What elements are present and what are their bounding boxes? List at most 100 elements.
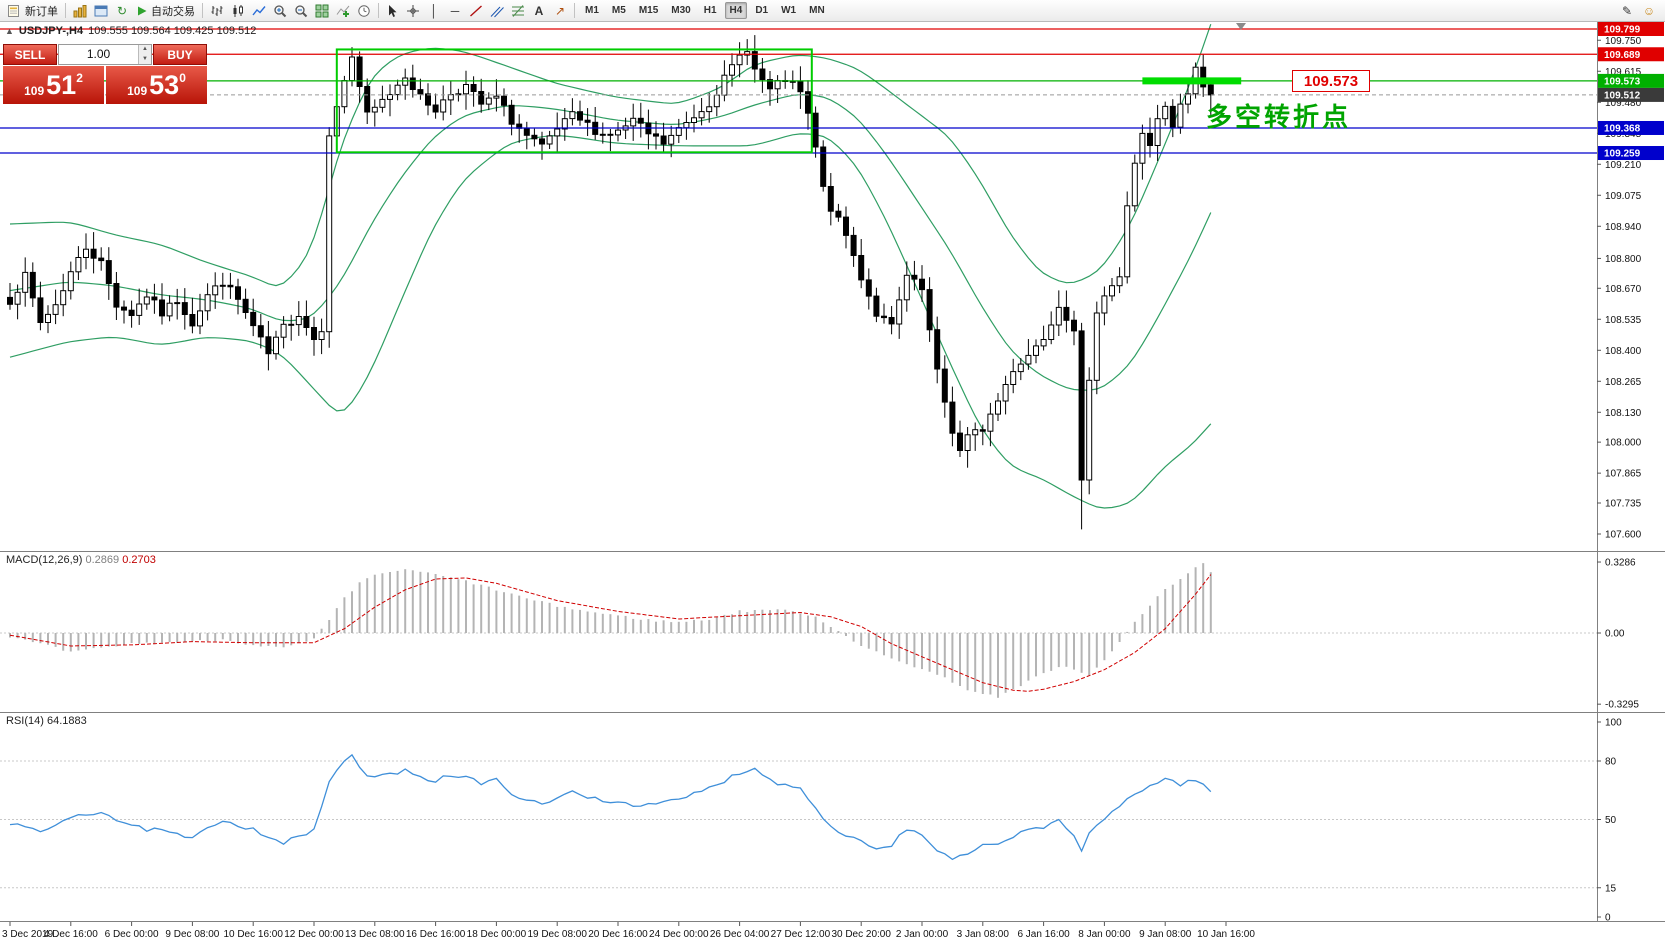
price-label-text: 109.573 <box>1604 76 1641 87</box>
price-axis-tick: 107.600 <box>1605 530 1642 541</box>
rsi-axis-tick: 15 <box>1605 883 1617 894</box>
volume-down-icon[interactable]: ▼ <box>139 54 151 64</box>
price-axis-tick: 109.615 <box>1605 67 1642 78</box>
price-axis-tick: 108.535 <box>1605 315 1642 326</box>
bollinger-upper <box>9 24 1212 287</box>
time-axis-label: 9 Jan 08:00 <box>1139 929 1192 940</box>
time-axis-label: 4 Dec 16:00 <box>44 929 98 940</box>
vertical-line-icon[interactable]: │ <box>424 1 444 20</box>
price-axis-tick: 109.480 <box>1605 98 1642 109</box>
time-axis-label: 18 Dec 00:00 <box>467 929 527 940</box>
bar-chart-icon[interactable] <box>207 1 227 20</box>
time-axis-label: 3 Dec 2019 <box>2 929 54 940</box>
edit-icon[interactable]: ✎ <box>1617 1 1637 20</box>
price-callout-label[interactable]: 109.573 <box>1292 70 1370 92</box>
timeframe-m5-button[interactable]: M5 <box>607 2 631 19</box>
time-axis-label: 24 Dec 00:00 <box>649 929 709 940</box>
time-axis-label: 27 Dec 12:00 <box>771 929 831 940</box>
text-tool-icon[interactable]: A <box>529 1 549 20</box>
profiles-icon[interactable] <box>91 1 111 20</box>
timeframe-h1-button[interactable]: H1 <box>699 2 722 19</box>
macd-signal-value: 0.2703 <box>122 554 156 566</box>
macd-signal-line <box>9 574 1212 692</box>
line-chart-icon[interactable] <box>249 1 269 20</box>
volume-field[interactable]: 1.00 ▲ ▼ <box>58 44 152 65</box>
chart-shift-marker[interactable] <box>1236 23 1246 30</box>
price-axis-tick: 107.735 <box>1605 498 1642 509</box>
new-chart-icon[interactable] <box>70 1 90 20</box>
horizontal-line-icon[interactable]: ─ <box>445 1 465 20</box>
time-axis-label: 20 Dec 16:00 <box>588 929 648 940</box>
one-click-trading-panel: SELL 1.00 ▲ ▼ BUY 109 51 2 109 53 0 <box>3 44 207 104</box>
price-label-text: 109.799 <box>1604 25 1641 36</box>
price-axis-tick: 109.210 <box>1605 160 1642 171</box>
time-axis-label: 16 Dec 16:00 <box>406 929 466 940</box>
arrows-tool-icon[interactable]: ↗ <box>550 1 570 20</box>
autotrading-button[interactable]: 自动交易 <box>133 1 198 20</box>
buy-button[interactable]: BUY <box>153 44 207 65</box>
time-axis-label: 12 Dec 00:00 <box>284 929 344 940</box>
crosshair-icon[interactable] <box>403 1 423 20</box>
price-label-text: 109.368 <box>1604 123 1641 134</box>
refresh-icon[interactable]: ↻ <box>112 1 132 20</box>
rsi-line <box>9 753 1212 861</box>
toolbar-buttons: 新订单 ↻ 自动交易 │ ─ A ↗ M1 M5 M15 M30 H1 H4 D1 W1 MN <box>4 1 831 20</box>
timeframe-mn-button[interactable]: MN <box>804 2 830 19</box>
chart-window-icon[interactable]: ▲ <box>5 26 14 36</box>
zoom-out-icon[interactable] <box>291 1 311 20</box>
indicators-icon[interactable] <box>333 1 353 20</box>
candlestick-icon[interactable] <box>228 1 248 20</box>
time-axis-label: 6 Jan 16:00 <box>1017 929 1070 940</box>
price-axis-tick: 109.750 <box>1605 36 1642 47</box>
timeframe-d1-button[interactable]: D1 <box>750 2 773 19</box>
time-axis-label: 3 Jan 08:00 <box>957 929 1010 940</box>
range-rectangle[interactable] <box>335 48 813 154</box>
timeframe-m30-button[interactable]: M30 <box>666 2 695 19</box>
time-axis-label: 10 Dec 16:00 <box>223 929 283 940</box>
rsi-indicator-label: RSI(14) 64.1883 <box>6 715 87 727</box>
volume-up-icon[interactable]: ▲ <box>139 45 151 55</box>
price-axis-tick: 108.670 <box>1605 284 1642 295</box>
toolbar-separator <box>574 3 575 18</box>
fibonacci-icon[interactable] <box>508 1 528 20</box>
price-label-box <box>1598 22 1664 36</box>
toolbar-separator <box>65 3 66 18</box>
timeframe-h4-button[interactable]: H4 <box>724 2 748 19</box>
rsi-axis-tick: 0 <box>1605 913 1611 924</box>
macd-axis-tick: -0.3295 <box>1605 700 1639 711</box>
price-axis-tick: 108.400 <box>1605 346 1642 357</box>
time-axis-label: 30 Dec 20:00 <box>831 929 891 940</box>
sell-button[interactable]: SELL <box>3 44 57 65</box>
rsi-axis-tick: 50 <box>1605 815 1617 826</box>
zoom-in-icon[interactable] <box>270 1 290 20</box>
turning-point-annotation[interactable]: 多空转折点 <box>1206 102 1352 132</box>
macd-main-value: 0.2869 <box>85 554 120 566</box>
time-axis-label: 26 Dec 04:00 <box>710 929 770 940</box>
tile-windows-icon[interactable] <box>312 1 332 20</box>
rsi-axis-tick: 100 <box>1605 718 1622 729</box>
price-axis-tick: 108.940 <box>1605 222 1642 233</box>
channel-icon[interactable] <box>487 1 507 20</box>
toolbar-separator <box>378 3 379 18</box>
rsi-axis-tick: 80 <box>1605 757 1617 768</box>
sell-price-prefix: 109 <box>24 84 45 98</box>
new-order-button[interactable]: 新订单 <box>4 1 61 20</box>
timeframe-w1-button[interactable]: W1 <box>776 2 801 19</box>
volume-value[interactable]: 1.00 <box>86 47 111 61</box>
sell-price-button[interactable]: 109 51 2 <box>3 66 104 104</box>
timeframe-m1-button[interactable]: M1 <box>580 2 604 19</box>
face-icon[interactable]: ☺ <box>1639 1 1659 20</box>
trendline-icon[interactable] <box>466 1 486 20</box>
sell-price-sup: 2 <box>76 71 83 85</box>
timeframe-m15-button[interactable]: M15 <box>634 2 663 19</box>
cursor-icon[interactable] <box>383 1 402 20</box>
macd-axis-tick: 0.3286 <box>1605 558 1636 569</box>
time-axis-label: 9 Dec 08:00 <box>165 929 219 940</box>
buy-price-button[interactable]: 109 53 0 <box>106 66 207 104</box>
price-axis-tick: 107.865 <box>1605 469 1642 480</box>
time-axis-label: 6 Dec 00:00 <box>105 929 159 940</box>
periods-icon[interactable] <box>354 1 374 20</box>
price-label-text: 109.259 <box>1604 149 1641 160</box>
toolbar-separator <box>202 3 203 18</box>
